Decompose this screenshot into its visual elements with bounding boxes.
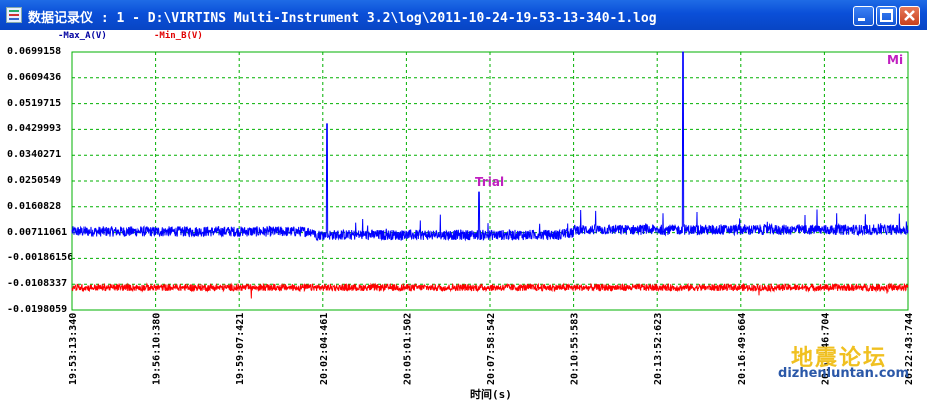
close-button[interactable] [899,6,920,26]
y-tick-label: 0.0699158 [7,46,62,57]
y-tick-label: 0.0340271 [7,149,62,161]
minimize-button[interactable] [853,6,874,26]
x-tick-label: 20:10:55:583 [570,313,581,385]
y-tick-label: 0.0429993 [7,123,62,135]
x-tick-label: 20:02:04:461 [319,313,330,385]
legend-series-a: -Max_A(V) [58,31,107,41]
y-tick-label: 0.00711061 [7,226,68,238]
corner-label: Mi [887,53,904,67]
y-tick-label: 0.0609436 [7,71,62,83]
x-tick-label: 20:16:49:664 [737,313,748,385]
y-tick-label: -0.00186156 [7,252,74,264]
title-bar[interactable]: 数据记录仪 : 1 - D:\VIRTINS Multi-Instrument … [0,0,927,30]
x-tick-label: 19:53:13:340 [68,313,79,385]
y-tick-label: -0.0198059 [7,304,68,315]
y-tick-label: 0.0250549 [7,175,62,186]
legend-series-b: -Min_B(V) [154,31,203,41]
trial-annotation: Trial [475,175,505,189]
x-tick-label: 20:07:58:542 [486,313,497,385]
x-tick-label: 19:56:10:380 [152,313,163,385]
x-tick-label: 20:13:52:623 [653,313,664,385]
watermark-url: dizhenluntan.com [778,366,909,381]
window-title: 数据记录仪 : 1 - D:\VIRTINS Multi-Instrument … [28,11,657,26]
x-tick-label: 20:05:01:502 [402,313,413,385]
y-tick-label: 0.0519715 [7,97,62,109]
minimize-icon [858,18,865,21]
x-tick-label: 20:22:43:744 [904,313,915,385]
watermark-chinese: 地震论坛 [790,345,887,371]
maximize-button[interactable] [876,6,897,26]
x-tick-label: 20:19:46:704 [820,313,831,385]
series-min-b-line [71,282,909,299]
close-icon [904,10,915,21]
x-axis-label: 时间(s) [470,388,512,401]
x-tick-label: 19:59:07:421 [235,313,246,385]
app-icon [6,7,22,23]
y-tick-label: -0.0108337 [7,278,68,290]
y-tick-label: 0.0160828 [7,200,62,212]
series-max-a-line [71,51,909,242]
maximize-icon [880,9,893,22]
